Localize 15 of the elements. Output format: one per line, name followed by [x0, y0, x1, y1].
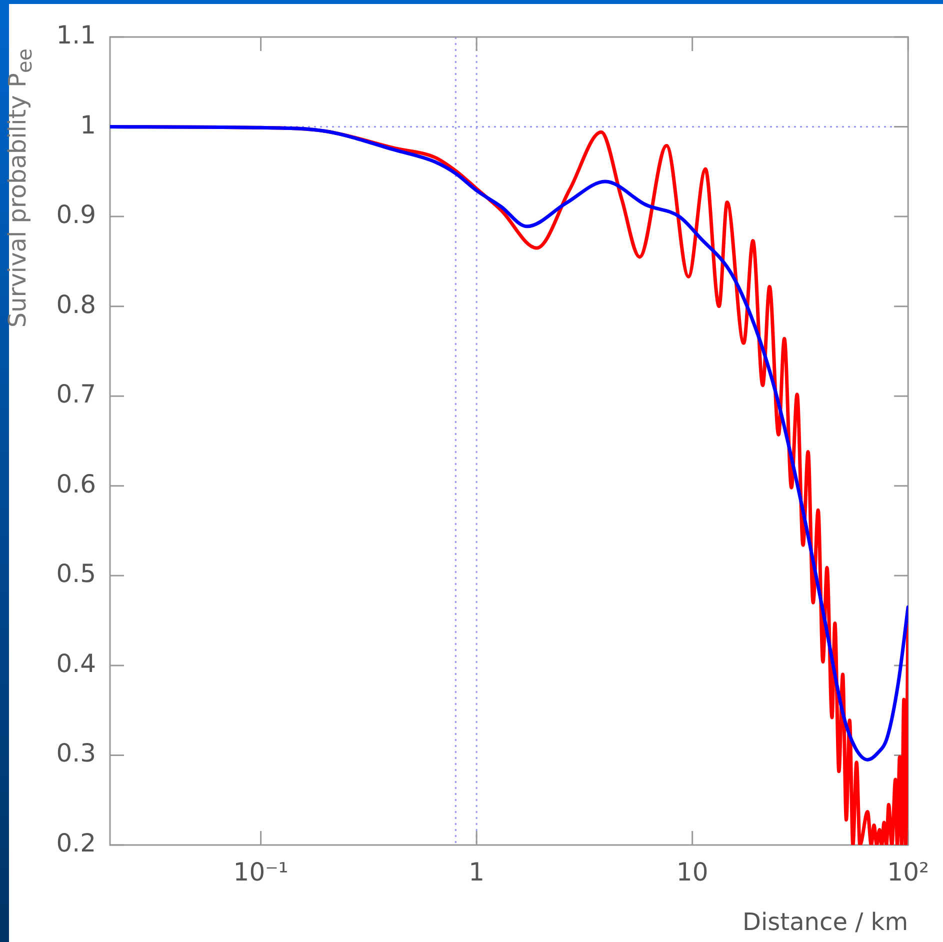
y-tick-label: 0.3 [56, 738, 96, 768]
y-tick-label: 1 [80, 110, 96, 140]
x-tick-label: 10² [887, 858, 930, 886]
x-tick-label: 10 [676, 858, 708, 886]
y-tick-label: 0.9 [56, 200, 96, 230]
y-tick-label: 1.1 [56, 20, 96, 50]
y-tick-label: 0.8 [56, 290, 96, 319]
y-tick-label: 0.4 [56, 648, 96, 678]
y-tick-label: 0.7 [56, 380, 96, 409]
x-tick-label: 1 [468, 858, 485, 886]
x-tick-label: 10⁻¹ [233, 858, 288, 886]
x-axis-title: Distance / km [742, 908, 908, 936]
y-tick-label: 0.2 [56, 828, 96, 858]
y-tick-label: 0.6 [56, 469, 96, 498]
y-tick-label: 0.5 [56, 559, 96, 588]
